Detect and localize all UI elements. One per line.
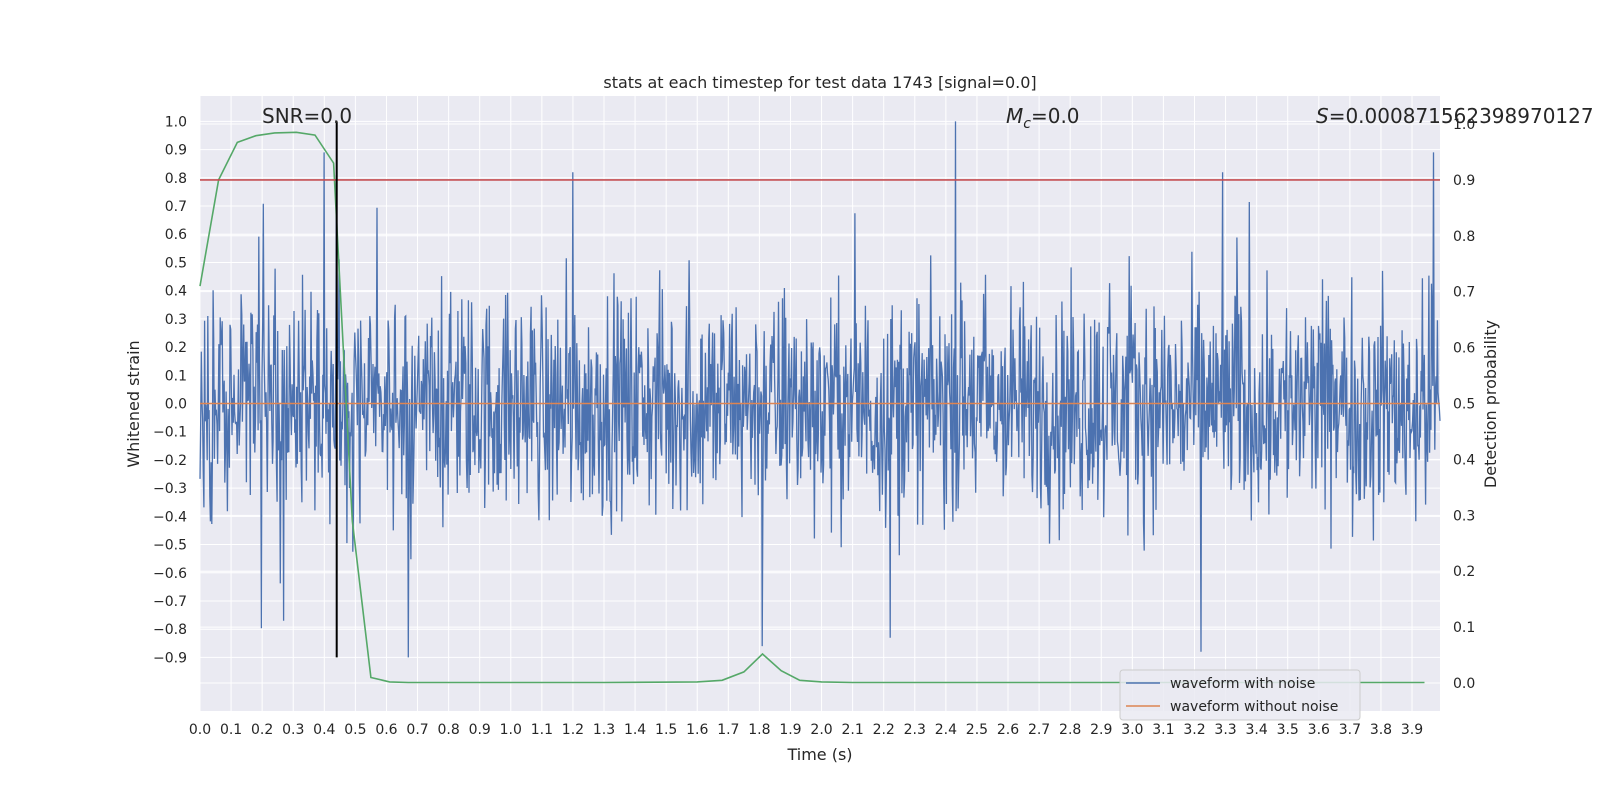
s-annotation-clip: S=0.000871562398970127	[1316, 104, 1594, 128]
x-tick-label: 0.7	[406, 722, 428, 738]
x-tick-label: 2.8	[1059, 722, 1081, 738]
y2-tick-label: 0.9	[1453, 173, 1475, 189]
y-tick-label: 0.9	[165, 143, 187, 159]
chart-title: stats at each timestep for test data 174…	[603, 73, 1036, 92]
y2-tick-label: 1.0	[1453, 117, 1475, 133]
x-tick-label: 1.2	[562, 722, 584, 738]
x-tick-label: 0.8	[437, 722, 459, 738]
x-tick-label: 2.2	[873, 722, 895, 738]
y-tick-label: −0.8	[153, 622, 187, 638]
mc-annotation: Mc=0.0	[1006, 104, 1080, 132]
y-tick-label: 0.8	[165, 171, 187, 187]
y2-axis-label: Detection probability	[1481, 320, 1500, 488]
y2-tick-label: 0.7	[1453, 285, 1475, 301]
x-tick-label: 1.3	[593, 722, 615, 738]
line-series	[199, 121, 1440, 684]
x-tick-label: 1.1	[531, 722, 553, 738]
x-tick-label: 0.1	[220, 722, 242, 738]
y-tick-label: 0.7	[165, 199, 187, 215]
x-tick-label: 1.6	[686, 722, 708, 738]
x-tick-label: 3.4	[1246, 722, 1268, 738]
x-axis-ticks: 0.0 0.1 0.2 0.3 0.4 0.5 0.6 0.7 0.8 0.9 1.0 1.1 1.2 1…	[189, 722, 1423, 738]
mc-value: =0.0	[1031, 104, 1080, 128]
x-tick-label: 0.0	[189, 722, 211, 738]
x-tick-label: 3.8	[1370, 722, 1392, 738]
y-tick-label: −0.2	[153, 453, 187, 469]
x-tick-label: 2.3	[904, 722, 926, 738]
x-tick-label: 0.3	[282, 722, 304, 738]
x-tick-label: 1.5	[655, 722, 677, 738]
y-tick-label: −0.1	[153, 425, 187, 441]
x-tick-label: 2.7	[1028, 722, 1050, 738]
y2-tick-label: 0.0	[1453, 676, 1475, 692]
x-tick-label: 3.2	[1183, 722, 1205, 738]
legend-label-clean: waveform without noise	[1170, 699, 1338, 715]
y-tick-label: −0.3	[153, 481, 187, 497]
x-tick-label: 0.9	[469, 722, 491, 738]
s-value: =0.000871562398970127	[1329, 104, 1594, 128]
x-tick-label: 2.1	[841, 722, 863, 738]
y-tick-label: 0.0	[165, 397, 187, 413]
legend-label-noise: waveform with noise	[1170, 676, 1315, 692]
x-tick-label: 3.1	[1152, 722, 1174, 738]
y-tick-label: −0.6	[153, 566, 187, 582]
x-tick-label: 2.4	[935, 722, 957, 738]
legend-box	[1119, 669, 1361, 721]
y-tick-label: −0.7	[153, 594, 187, 610]
x-tick-label: 0.5	[344, 722, 366, 738]
y2-tick-label: 0.4	[1453, 452, 1475, 468]
x-axis-label: Time (s)	[786, 745, 852, 764]
y2-axis-ticks: 1.0 0.9 0.8 0.7 0.6 0.5 0.4 0.3 0.2 0.1 0.0	[1453, 117, 1475, 692]
y-axis-ticks: 1.0 0.9 0.8 0.7 0.6 0.5 0.4 0.3 0.2 0.1 0.0 −0.1 −0.…	[153, 114, 187, 666]
x-tick-label: 2.6	[997, 722, 1019, 738]
x-tick-label: 0.2	[251, 722, 273, 738]
x-tick-label: 3.3	[1214, 722, 1236, 738]
mc-symbol: M	[1006, 104, 1023, 128]
y-tick-label: 0.5	[165, 255, 187, 271]
y-tick-label: 0.4	[165, 284, 187, 300]
y-tick-label: 1.0	[165, 114, 187, 130]
y-tick-label: −0.9	[153, 650, 187, 666]
x-tick-label: 1.0	[500, 722, 522, 738]
legend: waveform with noise waveform without noi…	[1119, 669, 1361, 721]
x-tick-label: 1.7	[717, 722, 739, 738]
s-symbol: S	[1316, 104, 1329, 128]
x-tick-label: 3.6	[1308, 722, 1330, 738]
x-tick-label: 0.6	[375, 722, 397, 738]
series-detection-probability	[199, 131, 1425, 684]
y-tick-label: 0.6	[165, 227, 187, 243]
y2-tick-label: 0.2	[1453, 564, 1475, 580]
y-axis-label: Whitened strain	[124, 340, 143, 467]
series-waveform-with-noise	[199, 121, 1441, 658]
x-tick-label: 1.8	[748, 722, 770, 738]
y2-tick-label: 0.1	[1453, 620, 1475, 636]
y-tick-label: −0.4	[153, 509, 187, 525]
snr-annotation: SNR=0.0	[262, 104, 352, 128]
s-annotation: S=0.000871562398970127	[1316, 104, 1594, 128]
y2-tick-label: 0.3	[1453, 508, 1475, 524]
x-tick-label: 1.9	[779, 722, 801, 738]
x-tick-label: 3.5	[1277, 722, 1299, 738]
mc-subscript: c	[1023, 116, 1031, 132]
x-tick-label: 3.9	[1401, 722, 1423, 738]
y-tick-label: −0.5	[153, 538, 187, 554]
x-tick-label: 3.7	[1339, 722, 1361, 738]
x-tick-label: 2.0	[810, 722, 832, 738]
x-tick-label: 2.5	[966, 722, 988, 738]
x-tick-label: 3.0	[1121, 722, 1143, 738]
y-tick-label: 0.3	[165, 312, 187, 328]
x-tick-label: 0.4	[313, 722, 335, 738]
y2-tick-label: 0.5	[1453, 397, 1475, 413]
y2-tick-label: 0.8	[1453, 229, 1475, 245]
x-tick-label: 1.4	[624, 722, 646, 738]
y-tick-label: 0.1	[165, 368, 187, 384]
y-tick-label: 0.2	[165, 340, 187, 356]
y2-tick-label: 0.6	[1453, 341, 1475, 357]
x-tick-label: 2.9	[1090, 722, 1112, 738]
